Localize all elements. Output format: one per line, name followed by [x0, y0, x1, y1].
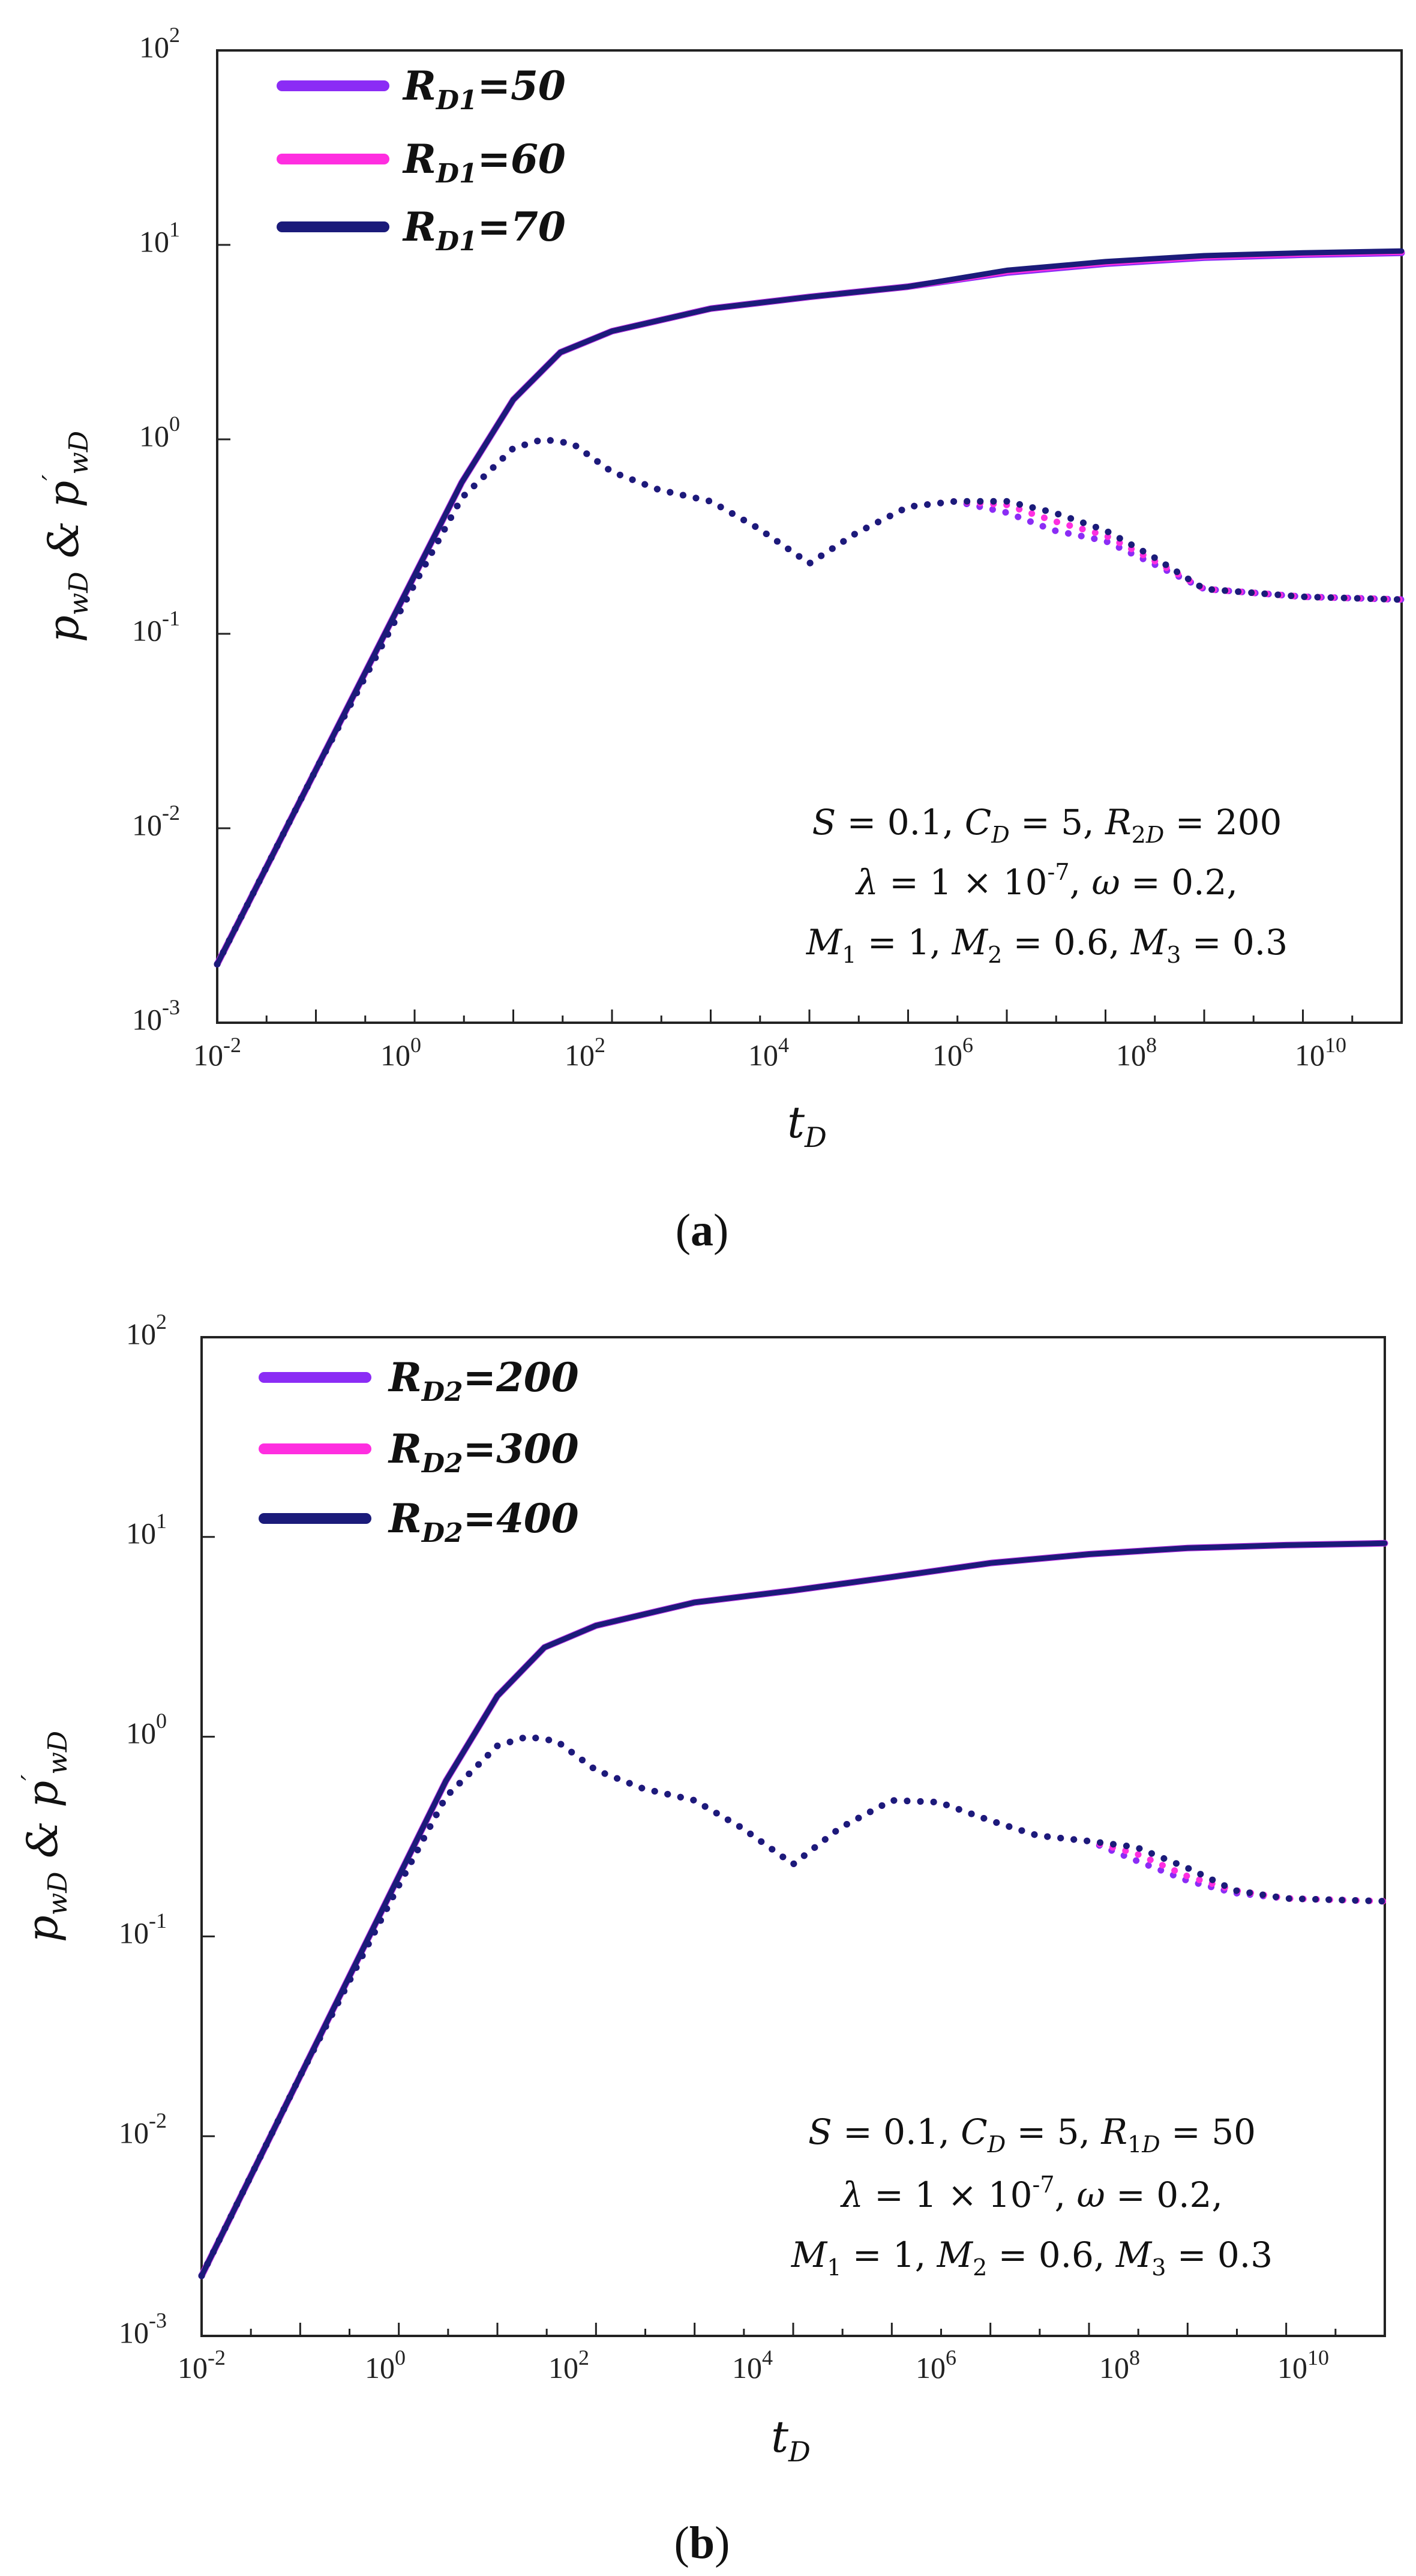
- derivative-line: [214, 436, 1405, 968]
- x-tick-labels: 10-2 100 102 104 106 108 1010: [193, 1033, 1346, 1072]
- y-tick-label: 102: [139, 23, 180, 64]
- x-tick-label: 104: [732, 2346, 773, 2385]
- legend-label: RD2=400: [388, 1495, 579, 1548]
- x-tick-label: 100: [380, 1033, 421, 1072]
- derivative-line: [214, 436, 1405, 968]
- derivative-line: [214, 436, 1405, 968]
- panel-caption: (b): [674, 2518, 730, 2568]
- x-tick-label: 108: [1116, 1033, 1157, 1072]
- annotation-line: M1 = 1, M2 = 0.6, M3 = 0.3: [791, 2234, 1273, 2281]
- parameter-annotation: S = 0.1, CD = 5, R2D = 200 λ = 1 × 10-7,…: [806, 802, 1288, 968]
- pressure-line: [214, 248, 1405, 967]
- x-tick-label: 100: [365, 2346, 406, 2385]
- y-tick-label: 102: [126, 1310, 167, 1350]
- panel-b: 10-3 10-2 10-1 100 101 102 10-2 100 102 …: [16, 1310, 1388, 2568]
- y-tick-label: 10-2: [119, 2108, 167, 2149]
- series-layer: [214, 248, 1405, 968]
- x-tick-label: 10-2: [178, 2346, 226, 2385]
- y-axis-label: pwD & p′wD: [37, 431, 94, 642]
- y-tick-label: 101: [126, 1509, 167, 1550]
- y-axis-label: pwD & p′wD: [16, 1731, 73, 1942]
- x-tick-label: 102: [565, 1033, 605, 1072]
- x-tick-label: 106: [932, 1033, 973, 1072]
- x-tick-label: 1010: [1295, 1033, 1346, 1072]
- annotation-line: M1 = 1, M2 = 0.6, M3 = 0.3: [806, 922, 1288, 968]
- x-tick-labels: 10-2 100 102 104 106 108 1010: [178, 2346, 1329, 2385]
- y-tick-label: 101: [139, 217, 180, 258]
- parameter-annotation: S = 0.1, CD = 5, R1D = 50 λ = 1 × 10-7, …: [791, 2111, 1273, 2281]
- pressure-line: [199, 1540, 1388, 2279]
- annotation-line: λ = 1 × 10-7, ω = 0.2,: [855, 859, 1238, 903]
- annotation-line: S = 0.1, CD = 5, R2D = 200: [812, 802, 1282, 848]
- series-layer: [198, 1539, 1388, 2280]
- legend-label: RD2=300: [388, 1425, 579, 1479]
- legend-label: RD1=70: [402, 203, 566, 257]
- legend-label: RD2=200: [388, 1354, 579, 1407]
- y-tick-labels: 10-3 10-2 10-1 100 101 102: [119, 1310, 167, 2349]
- axis-ticks: [200, 1336, 1386, 2337]
- y-tick-label: 10-2: [132, 801, 180, 841]
- x-tick-label: 104: [748, 1033, 789, 1072]
- y-tick-label: 100: [126, 1709, 167, 1750]
- y-tick-labels: 10-3 10-2 10-1 100 101 102: [132, 23, 180, 1036]
- y-tick-label: 10-3: [119, 2308, 167, 2349]
- x-axis-label: tD: [787, 1097, 827, 1154]
- x-axis-label: tD: [771, 2412, 811, 2468]
- x-tick-label: 10-2: [193, 1033, 241, 1072]
- annotation-line: λ = 1 × 10-7, ω = 0.2,: [840, 2171, 1223, 2215]
- derivative-line: [198, 1733, 1388, 2280]
- x-tick-label: 1010: [1277, 2346, 1329, 2385]
- y-tick-label: 10-1: [132, 606, 180, 647]
- axis-ticks: [216, 49, 1403, 1024]
- x-tick-label: 106: [916, 2346, 956, 2385]
- legend-label: RD1=60: [402, 136, 566, 189]
- y-tick-label: 10-1: [119, 1909, 167, 1949]
- y-tick-label: 10-3: [132, 995, 180, 1036]
- legend-label: RD1=50: [402, 62, 566, 116]
- x-tick-label: 108: [1099, 2346, 1140, 2385]
- legend: RD1=50 RD1=60 RD1=70: [277, 62, 566, 257]
- pressure-line: [214, 248, 1405, 968]
- y-tick-label: 100: [139, 412, 180, 453]
- x-tick-label: 102: [548, 2346, 589, 2385]
- legend: RD2=200 RD2=300 RD2=400: [259, 1354, 579, 1548]
- panel-caption: (a): [676, 1205, 729, 1256]
- pressure-line: [199, 1540, 1388, 2279]
- panel-a: 10-3 10-2 10-1 100 101 102 10-2 100 102 …: [37, 23, 1405, 1256]
- annotation-line: S = 0.1, CD = 5, R1D = 50: [808, 2111, 1256, 2158]
